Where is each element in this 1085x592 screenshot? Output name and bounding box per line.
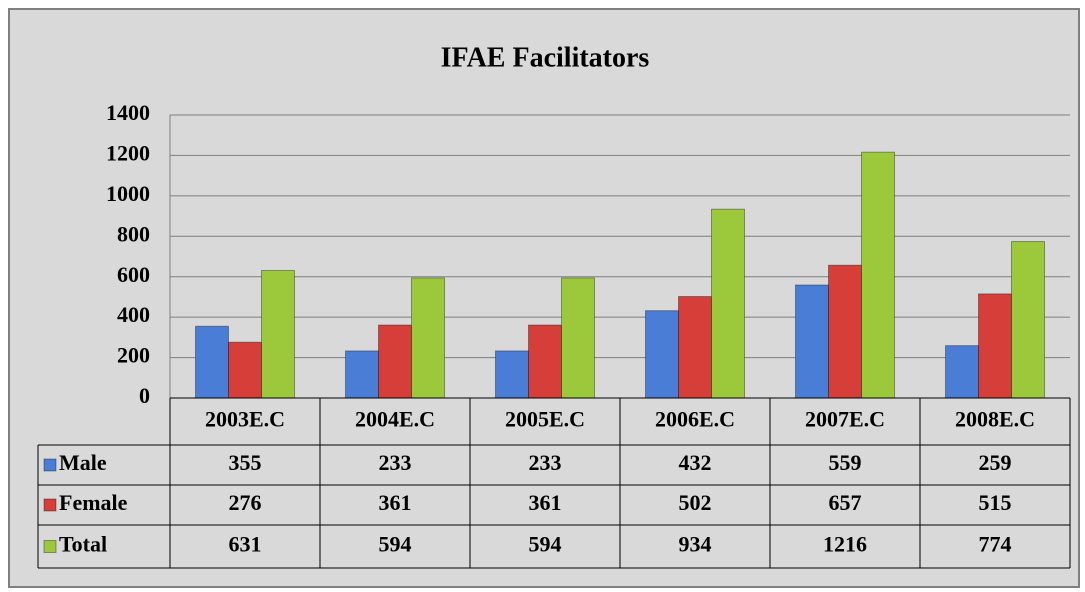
bar [345, 350, 379, 399]
table-value: 355 [229, 450, 262, 475]
bar [495, 350, 529, 399]
x-tick-label: 2006E.C [655, 407, 735, 432]
bar [978, 293, 1012, 399]
table-value: 934 [679, 532, 712, 557]
table-value: 594 [529, 532, 562, 557]
y-tick-label: 1000 [106, 181, 150, 206]
table-value: 233 [529, 450, 562, 475]
table-value: 233 [379, 450, 412, 475]
legend-marker [43, 458, 57, 472]
bar [645, 310, 679, 399]
y-tick-label: 1400 [106, 100, 150, 125]
table-value: 432 [679, 450, 712, 475]
x-tick-label: 2005E.C [505, 407, 585, 432]
x-tick-label: 2007E.C [805, 407, 885, 432]
table-value: 361 [529, 490, 562, 515]
bar [678, 296, 712, 399]
bar [411, 277, 445, 399]
y-tick-label: 0 [139, 383, 150, 408]
bar [1011, 241, 1045, 399]
legend-marker [43, 540, 57, 553]
y-tick-label: 600 [117, 262, 150, 287]
table-value: 1216 [823, 532, 867, 557]
table-value: 774 [979, 532, 1012, 557]
y-tick-label: 1200 [106, 140, 150, 165]
table-value: 515 [979, 490, 1012, 515]
table-value: 259 [979, 450, 1012, 475]
legend-label: Female [59, 490, 128, 515]
table-value: 276 [229, 490, 262, 515]
x-tick-label: 2008E.C [955, 407, 1035, 432]
table-value: 559 [829, 450, 862, 475]
bar [528, 324, 562, 399]
bar [711, 208, 745, 399]
table-value: 361 [379, 490, 412, 515]
y-tick-label: 400 [117, 302, 150, 327]
bar [861, 151, 895, 399]
bar [795, 284, 829, 399]
x-tick-label: 2004E.C [355, 407, 435, 432]
table-value: 594 [379, 532, 412, 557]
y-tick-label: 800 [117, 221, 150, 246]
table-value: 502 [679, 490, 712, 515]
bar [378, 324, 412, 399]
chart-background [8, 8, 1080, 588]
bar [828, 264, 862, 399]
bar [195, 325, 229, 399]
table-value: 631 [229, 532, 262, 557]
legend-label: Male [59, 450, 107, 475]
chart-title: IFAE Facilitators [441, 42, 650, 73]
y-tick-label: 200 [117, 343, 150, 368]
legend-label: Total [59, 532, 107, 557]
legend-marker [43, 498, 57, 512]
bar [228, 341, 262, 399]
bar [945, 345, 979, 399]
table-value: 657 [829, 490, 862, 515]
x-tick-label: 2003E.C [205, 407, 285, 432]
bar [561, 277, 595, 399]
bar [261, 269, 295, 399]
